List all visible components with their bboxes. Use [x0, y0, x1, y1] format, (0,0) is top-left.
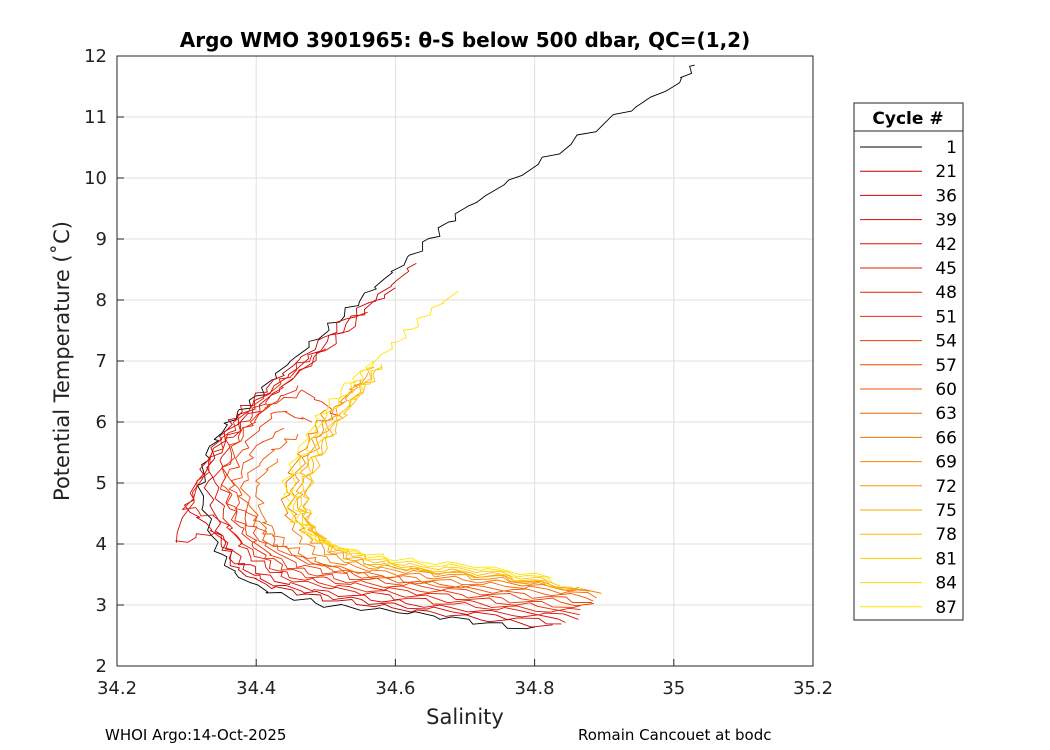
- x-tick-label: 34.8: [515, 678, 555, 699]
- x-tick-label: 35: [662, 678, 685, 699]
- legend-title: Cycle #: [872, 109, 943, 129]
- legend-label: 42: [935, 235, 957, 255]
- series-line-cycle-48: [220, 385, 581, 611]
- legend-label: 69: [935, 453, 957, 473]
- series-line-cycle-84: [287, 360, 553, 584]
- legend-label: 48: [935, 283, 957, 303]
- legend-label: 63: [935, 404, 957, 424]
- series-line-cycle-45: [182, 354, 580, 616]
- series-line-cycle-81: [293, 364, 561, 587]
- y-tick-label: 10: [84, 168, 107, 189]
- y-tick-label: 5: [96, 473, 107, 494]
- legend-entries: 1 21 36 39 42 45 48 51 54 57 60 63 66 69 72 75 78 81 84 87: [860, 138, 957, 618]
- legend-label: 36: [935, 186, 957, 206]
- legend-label: 66: [935, 428, 957, 448]
- legend-label: 60: [935, 380, 957, 400]
- legend-label: 57: [935, 356, 957, 376]
- legend-label: 45: [935, 259, 957, 279]
- x-tick-label: 34.6: [375, 678, 415, 699]
- series-line-cycle-21: [203, 263, 553, 628]
- y-tick-label: 12: [84, 46, 107, 67]
- y-tick-label: 4: [96, 534, 107, 555]
- legend-label: 39: [935, 211, 957, 231]
- x-tick-label: 34.2: [97, 678, 137, 699]
- series-line-cycle-57: [230, 427, 592, 603]
- y-tick-label: 7: [96, 351, 107, 372]
- x-axis-label: Salinity: [426, 705, 504, 729]
- legend-label: 81: [935, 549, 957, 569]
- legend-label: 1: [946, 138, 957, 158]
- legend-label: 54: [935, 332, 957, 352]
- footer-left: WHOI Argo:14-Oct-2025: [105, 726, 287, 744]
- series-line-cycle-63: [255, 458, 597, 599]
- legend-label: 72: [935, 477, 957, 497]
- y-tick-label: 8: [96, 290, 107, 311]
- x-tick-label: 34.4: [236, 678, 276, 699]
- series-line-cycle-87: [282, 290, 552, 579]
- series-line-cycle-54: [226, 410, 594, 607]
- x-tick-labels: 34.2 34.4 34.6 34.8 35 35.2: [97, 659, 833, 699]
- series-line-cycle-51: [220, 389, 581, 608]
- series-line-cycle-75: [302, 366, 578, 591]
- y-tick-label: 9: [96, 229, 107, 250]
- series-line-cycle-72: [295, 373, 580, 590]
- chart-title: Argo WMO 3901965: θ-S below 500 dbar, QC…: [180, 28, 750, 52]
- y-tick-labels: 2 3 4 5 6 7 8 9 10 11 12: [84, 46, 124, 677]
- series-line-cycle-39: [175, 311, 566, 623]
- footer-right: Romain Cancouet at bodc: [578, 726, 772, 744]
- legend-label: 84: [935, 574, 957, 594]
- y-tick-label: 2: [96, 656, 107, 677]
- legend-label: 21: [935, 162, 957, 182]
- y-tick-label: 3: [96, 595, 107, 616]
- series-line-cycle-69: [286, 379, 590, 592]
- y-tick-label: 6: [96, 412, 107, 433]
- series-line-cycle-78: [302, 366, 574, 588]
- y-axis-label: Potential Temperature (˚C): [50, 221, 74, 501]
- legend-label: 51: [935, 307, 957, 327]
- series-line-cycle-60: [240, 434, 594, 602]
- legend: Cycle # 1 21 36 39 42 45 48 51 54 57 60 63 66 69 72 75 7…: [853, 102, 964, 621]
- legend-label: 78: [935, 525, 957, 545]
- legend-label: 87: [935, 598, 957, 618]
- legend-label: 75: [935, 501, 957, 521]
- series-line-cycle-36: [184, 287, 562, 625]
- series-layer: [175, 64, 695, 630]
- y-tick-label: 11: [84, 107, 107, 128]
- series-line-cycle-42: [212, 348, 579, 620]
- x-tick-label: 35.2: [793, 678, 833, 699]
